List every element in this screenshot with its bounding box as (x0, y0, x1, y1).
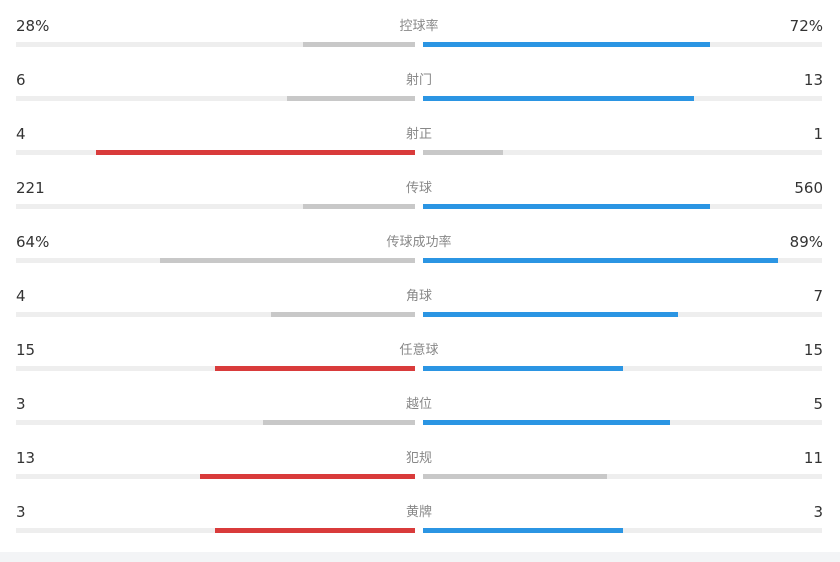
home-bar-track (16, 150, 415, 155)
away-value: 89% (789, 233, 823, 251)
stat-label: 任意球 (399, 343, 439, 358)
away-bar-track (423, 420, 822, 425)
stat-label: 越位 (405, 397, 432, 412)
away-bar-track (423, 528, 822, 533)
home-bar-fill (271, 312, 415, 317)
home-bar-track (16, 42, 415, 47)
away-bar-fill (423, 150, 503, 155)
home-bar-fill (215, 528, 415, 533)
home-bar-fill (263, 420, 415, 425)
stat-row: 13 犯规 11 (0, 432, 840, 486)
home-value: 13 (16, 449, 36, 467)
home-bar-fill (160, 258, 415, 263)
away-value: 3 (813, 503, 823, 521)
home-bar-track (16, 96, 415, 101)
stat-label: 控球率 (399, 19, 439, 34)
home-bar-fill (96, 150, 415, 155)
away-value: 15 (803, 341, 823, 359)
stat-label: 射正 (405, 127, 432, 142)
home-bar-fill (303, 204, 415, 209)
away-value: 1 (813, 125, 823, 143)
home-bar-fill (287, 96, 415, 101)
away-bar-fill (423, 420, 670, 425)
stat-row: 4 角球 7 (0, 270, 840, 324)
away-bar-fill (423, 312, 678, 317)
stat-row: 221 传球 560 (0, 162, 840, 216)
away-bar-fill (423, 528, 623, 533)
home-bar-fill (215, 366, 415, 371)
away-bar-fill (423, 258, 778, 263)
away-bar-track (423, 204, 822, 209)
home-value: 6 (16, 71, 26, 89)
away-bar-track (423, 42, 822, 47)
stat-row: 64% 传球成功率 89% (0, 216, 840, 270)
away-bar-track (423, 96, 822, 101)
away-value: 560 (794, 179, 823, 197)
stat-label: 传球成功率 (386, 235, 452, 250)
stat-label: 射门 (405, 73, 432, 88)
home-bar-fill (200, 474, 415, 479)
away-bar-fill (423, 474, 607, 479)
away-bar-track (423, 258, 822, 263)
home-value: 3 (16, 503, 26, 521)
home-value: 15 (16, 341, 36, 359)
stat-label: 角球 (405, 289, 432, 304)
home-bar-track (16, 366, 415, 371)
away-bar-fill (423, 42, 710, 47)
away-bar-fill (423, 204, 710, 209)
home-value: 3 (16, 395, 26, 413)
stat-label: 黄牌 (405, 505, 432, 520)
home-value: 64% (16, 233, 50, 251)
away-bar-track (423, 366, 822, 371)
away-bar-fill (423, 366, 623, 371)
home-bar-fill (303, 42, 415, 47)
home-value: 4 (16, 125, 26, 143)
footer-strip (0, 552, 840, 562)
stat-label: 传球 (405, 181, 432, 196)
stat-row: 4 射正 1 (0, 108, 840, 162)
away-value: 11 (803, 449, 823, 467)
home-value: 28% (16, 17, 50, 35)
home-value: 221 (16, 179, 45, 197)
away-bar-fill (423, 96, 694, 101)
home-bar-track (16, 420, 415, 425)
away-value: 7 (813, 287, 823, 305)
stat-label: 犯规 (405, 451, 432, 466)
stat-row: 28% 控球率 72% (0, 0, 840, 54)
home-bar-track (16, 258, 415, 263)
away-value: 72% (789, 17, 823, 35)
away-bar-track (423, 312, 822, 317)
away-value: 5 (813, 395, 823, 413)
home-bar-track (16, 312, 415, 317)
stat-row: 15 任意球 15 (0, 324, 840, 378)
home-value: 4 (16, 287, 26, 305)
away-bar-track (423, 150, 822, 155)
away-value: 13 (803, 71, 823, 89)
stat-row: 3 越位 5 (0, 378, 840, 432)
home-bar-track (16, 528, 415, 533)
away-bar-track (423, 474, 822, 479)
home-bar-track (16, 474, 415, 479)
home-bar-track (16, 204, 415, 209)
stat-row: 3 黄牌 3 (0, 486, 840, 540)
stat-row: 6 射门 13 (0, 54, 840, 108)
